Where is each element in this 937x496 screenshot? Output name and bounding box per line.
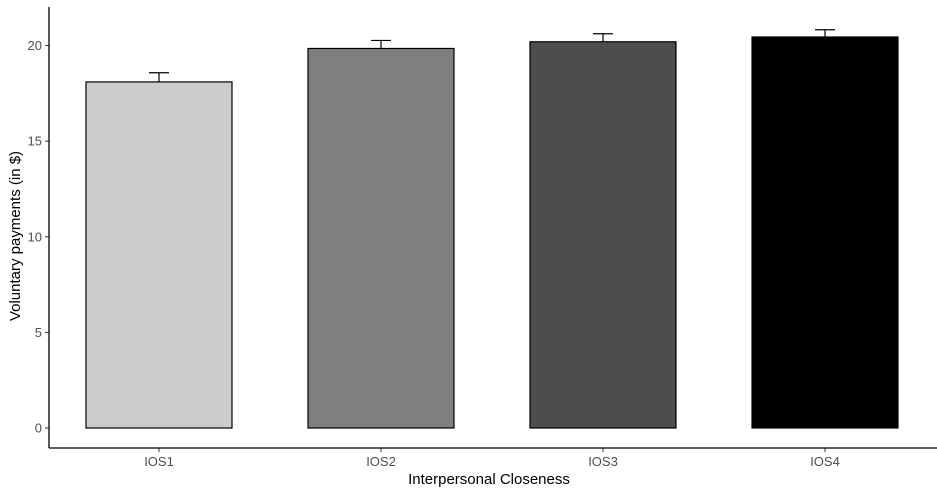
x-tick-label: IOS3 (588, 454, 618, 469)
y-axis-title: Voluntary payments (in $) (7, 151, 24, 321)
y-ticks: 0 5 10 15 20 (28, 38, 49, 436)
error-bars (149, 29, 835, 92)
y-tick-label: 0 (35, 421, 42, 436)
x-ticks: IOS1 IOS2 IOS3 IOS4 (144, 448, 840, 469)
bar-ios4 (751, 36, 899, 429)
bars (85, 36, 899, 429)
x-axis-title: Interpersonal Closeness (408, 471, 570, 488)
y-tick-label: 5 (35, 325, 42, 340)
bar-ios3 (529, 41, 677, 429)
y-tick-label: 10 (28, 229, 42, 244)
x-tick-label: IOS4 (810, 454, 840, 469)
x-tick-label: IOS2 (366, 454, 396, 469)
y-tick-label: 20 (28, 38, 42, 53)
y-tick-label: 15 (28, 134, 42, 149)
bar-ios2 (307, 47, 455, 429)
bar-ios1 (85, 81, 233, 429)
x-tick-label: IOS1 (144, 454, 174, 469)
